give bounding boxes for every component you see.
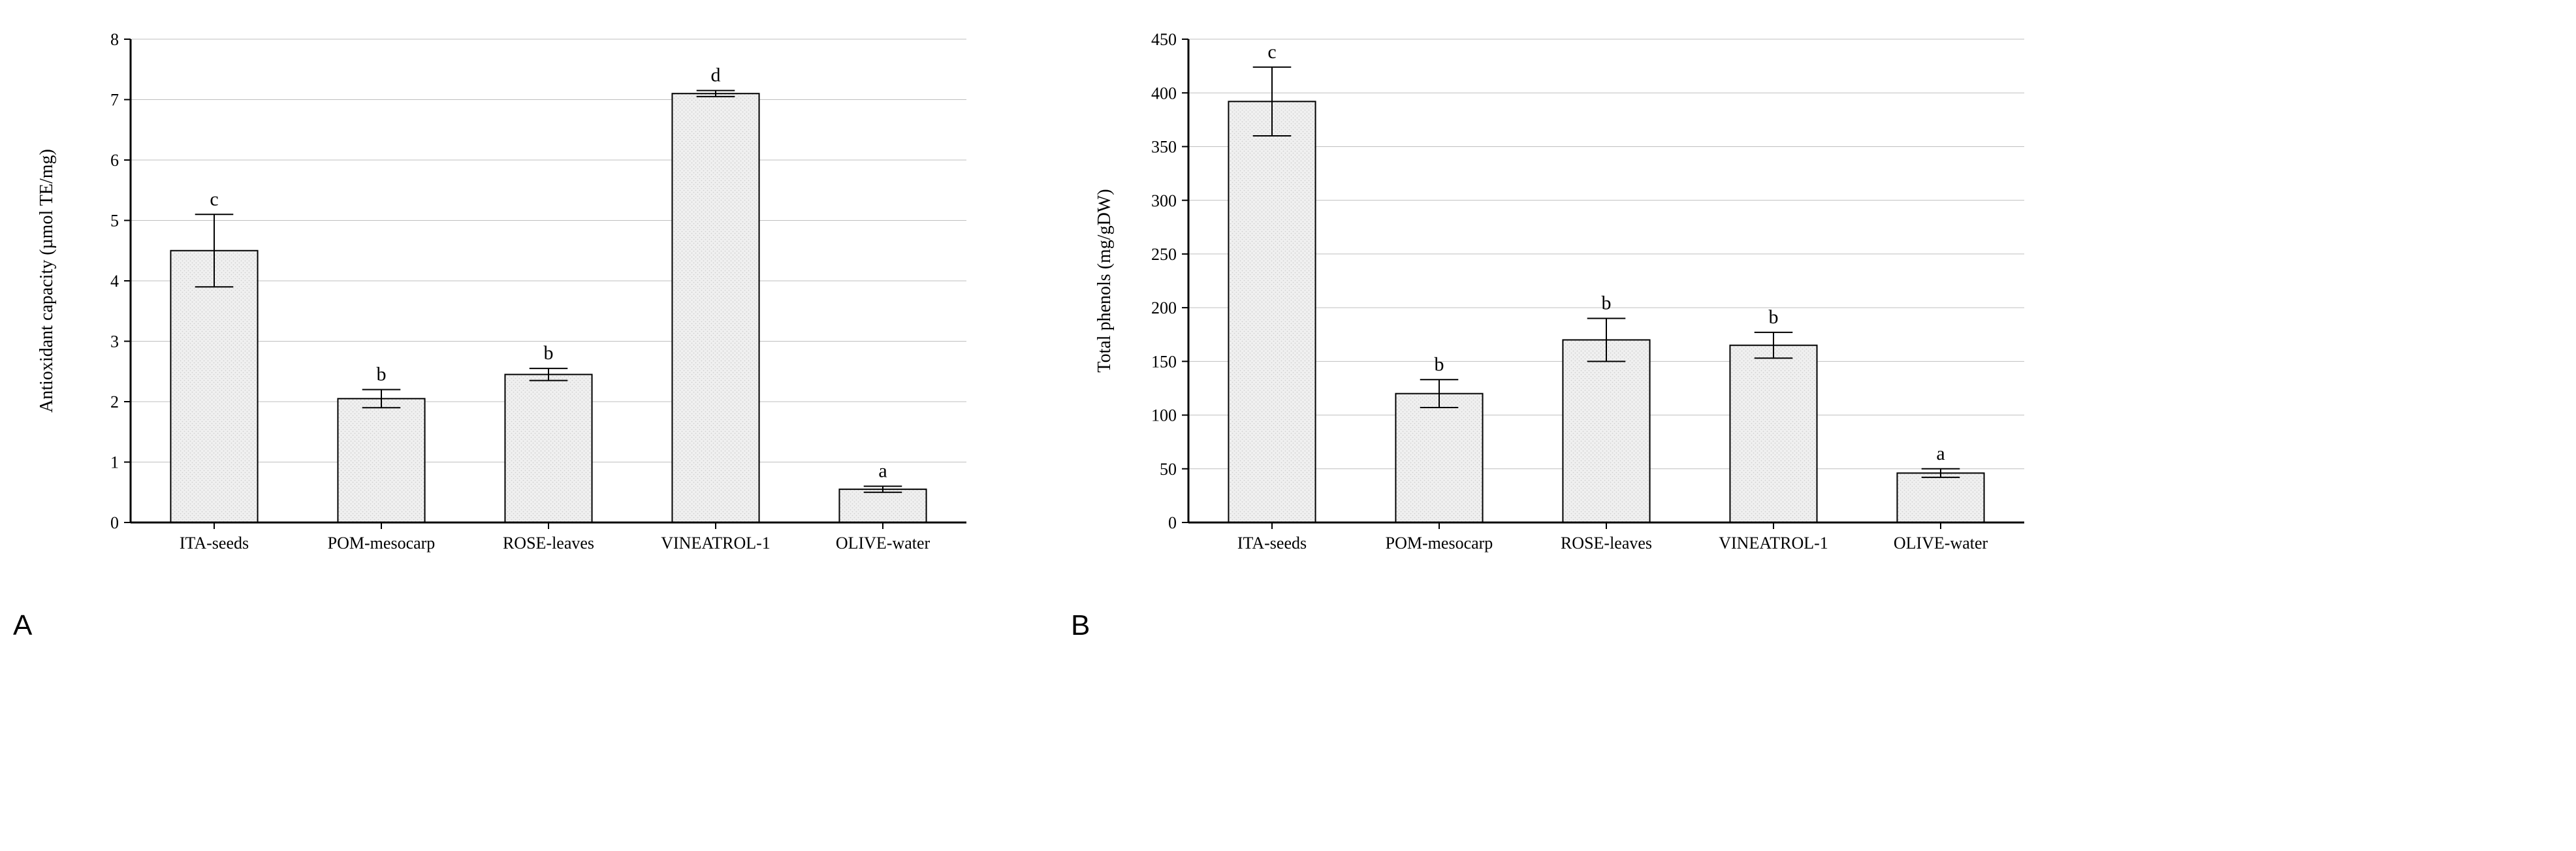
chart-b-ytick-label: 100 [1151, 406, 1177, 425]
chart-b-ytick-label: 300 [1151, 191, 1177, 210]
chart-a-ytick-label: 6 [110, 151, 119, 170]
chart-a-sig-letter: b [377, 364, 387, 385]
chart-a-svg: 0 1 2 3 4 5 6 7 8 c ITA-seeds b POM-mesocarp b ROSE-le… [13, 13, 993, 601]
chart-b-bar [1730, 345, 1817, 522]
chart-b-ytick-label: 250 [1151, 245, 1177, 264]
chart-a-ytick-label: 5 [110, 212, 119, 231]
chart-a-ytick-label: 1 [110, 453, 119, 472]
chart-a: 0 1 2 3 4 5 6 7 8 c ITA-seeds b POM-mesocarp b ROSE-le… [13, 13, 993, 604]
chart-a-ytick-label: 4 [110, 272, 119, 291]
chart-b-xtick-label: ITA-seeds [1237, 534, 1307, 553]
chart-b-sig-letter: b [1769, 306, 1779, 328]
chart-a-xtick-label: POM-mesocarp [328, 534, 436, 553]
chart-a-bar [338, 398, 424, 522]
chart-b-ytick-label: 200 [1151, 298, 1177, 317]
chart-a-ytick-label: 3 [110, 332, 119, 351]
chart-a-bar [505, 374, 592, 522]
chart-b-sig-letter: b [1602, 293, 1612, 314]
chart-b-bar [1897, 473, 1984, 522]
chart-b-ytick-label: 0 [1168, 513, 1177, 532]
chart-a-xtick-label: ITA-seeds [180, 534, 249, 553]
chart-a-ytick-label: 0 [110, 513, 119, 532]
chart-a-bar [672, 93, 759, 522]
chart-b-ytick-label: 50 [1160, 460, 1177, 479]
chart-b-xtick-label: OLIVE-water [1894, 534, 1988, 553]
chart-b-sig-letter: c [1267, 41, 1276, 63]
chart-a-xtick-label: VINEATROL-1 [661, 534, 771, 553]
chart-b-svg: 0 50 100 150 200 250 300 350 400 450 c ITA-seeds b PO… [1071, 13, 2050, 601]
chart-b-ytick-label: 400 [1151, 84, 1177, 103]
chart-b-xtick-label: POM-mesocarp [1386, 534, 1493, 553]
chart-a-sig-letter: d [711, 65, 721, 86]
chart-b-sig-letter: b [1435, 353, 1444, 375]
chart-b-sig-letter: a [1936, 443, 1945, 464]
figure-row: 0 1 2 3 4 5 6 7 8 c ITA-seeds b POM-mesocarp b ROSE-le… [13, 13, 2563, 642]
chart-a-xtick-label: ROSE-leaves [503, 534, 594, 553]
chart-b: 0 50 100 150 200 250 300 350 400 450 c ITA-seeds b PO… [1071, 13, 2050, 604]
chart-b-ylabel: Total phenols (mg/gDW) [1094, 189, 1115, 372]
chart-b-bar [1563, 340, 1649, 522]
chart-a-bar [839, 489, 926, 522]
chart-b-bar [1395, 394, 1482, 522]
chart-a-bar [170, 251, 257, 522]
chart-a-sig-letter: b [544, 342, 554, 364]
chart-b-ytick-label: 350 [1151, 138, 1177, 157]
chart-a-sig-letter: c [210, 188, 218, 210]
chart-a-sig-letter: a [878, 460, 887, 482]
panel-b: 0 50 100 150 200 250 300 350 400 450 c ITA-seeds b PO… [1071, 13, 2050, 642]
chart-a-ytick-label: 8 [110, 30, 119, 49]
chart-a-ytick-label: 7 [110, 91, 119, 110]
chart-b-ytick-label: 150 [1151, 352, 1177, 371]
chart-a-xtick-label: OLIVE-water [836, 534, 930, 553]
chart-b-bar [1228, 101, 1315, 522]
chart-b-xtick-label: VINEATROL-1 [1719, 534, 1828, 553]
chart-a-ylabel: Antioxidant capacity (µmol TE/mg) [37, 149, 57, 413]
panel-a-label: A [13, 609, 993, 642]
chart-b-ytick-label: 450 [1151, 30, 1177, 49]
chart-b-xtick-label: ROSE-leaves [1561, 534, 1652, 553]
panel-a: 0 1 2 3 4 5 6 7 8 c ITA-seeds b POM-mesocarp b ROSE-le… [13, 13, 993, 642]
chart-a-ytick-label: 2 [110, 393, 119, 411]
panel-b-label: B [1071, 609, 2050, 642]
